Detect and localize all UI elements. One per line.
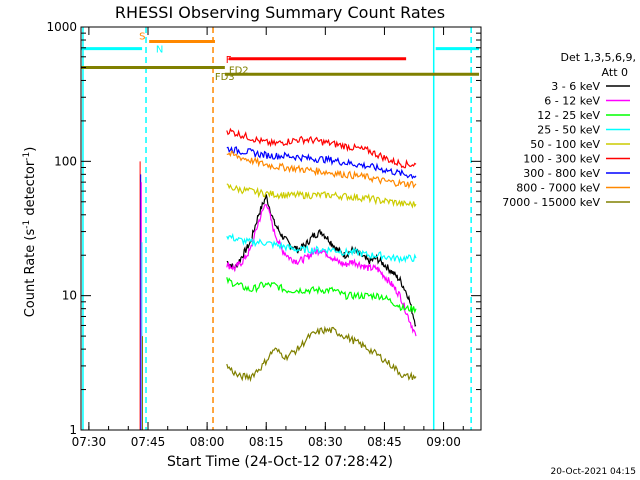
legend-entry-label-1: 6 - 12 keV [544, 95, 600, 108]
axis-ticks: 07:30 07:45 08:00 08:15 08:30 08:45 09:00 1 10 10… [46, 20, 481, 449]
flag-label-n: N [156, 45, 163, 56]
y-tick-label-1: 10 [62, 289, 77, 303]
series-line-2 [226, 277, 417, 314]
y-tick-label-3: 1000 [46, 20, 77, 34]
series-line-0 [226, 194, 417, 327]
x-tick-label-1: 07:45 [131, 435, 166, 449]
x-axis-label: Start Time (24-Oct-12 07:28:42) [167, 454, 393, 470]
legend-entry-label-7: 800 - 7000 keV [516, 182, 600, 195]
flag-label-s: S [139, 31, 145, 42]
generated-timestamp: 20-Oct-2021 04:15 [551, 467, 636, 477]
legend-entry-label-2: 12 - 25 keV [537, 109, 600, 122]
flag-label-fd2: FD2 [229, 65, 249, 76]
chart-title: RHESSI Observing Summary Count Rates [115, 3, 445, 22]
x-tick-label-4: 08:30 [308, 435, 343, 449]
x-tick-label-6: 09:00 [426, 435, 461, 449]
legend-entry-label-0: 3 - 6 keV [551, 80, 600, 93]
series-line-1 [226, 204, 417, 337]
x-tick-label-2: 08:00 [190, 435, 225, 449]
legend-entry-label-6: 300 - 800 keV [523, 167, 600, 180]
y-tick-label-0: 1 [69, 423, 77, 437]
flag-label-f: F [226, 55, 232, 66]
series-line-5 [226, 127, 417, 169]
y-label-part-1: Count Rate (s [23, 229, 38, 318]
series-line-6 [226, 146, 417, 180]
x-tick-label-5: 08:45 [367, 435, 402, 449]
x-tick-label-3: 08:15 [249, 435, 284, 449]
y-label-sup-2: -1 [22, 152, 32, 161]
series-line-8 [226, 325, 417, 383]
legend: Det 1,3,5,6,9, Att 03 - 6 keV 6 - 12 keV12… [502, 51, 636, 209]
y-axis-label: Count Rate (s-1 detector-1) [22, 147, 38, 318]
y-tick-label-2: 100 [54, 154, 77, 168]
y-label-sup-1: -1 [22, 220, 32, 229]
flag-label-fd3: FD3 [215, 72, 235, 83]
legend-title: Det 1,3,5,6,9, [560, 51, 636, 64]
legend-entry-label-4: 50 - 100 keV [530, 138, 600, 151]
legend-entry-label-3: 25 - 50 keV [537, 124, 600, 137]
series-line-7 [226, 150, 417, 190]
svg-text:Count Rate (s-1 detector-1): Count Rate (s-1 detector-1) [22, 147, 38, 318]
y-label-part-2: detector [23, 160, 38, 220]
plot-frame [80, 26, 482, 431]
series-line-4 [226, 183, 417, 209]
y-label-part-3: ) [23, 147, 38, 152]
x-tick-label-0: 07:30 [72, 435, 107, 449]
legend-entry-label-8: 7000 - 15000 keV [502, 196, 600, 209]
legend-entry-label-5: 100 - 300 keV [523, 153, 600, 166]
legend-subtitle: Att 0 [602, 66, 628, 79]
series-line-3 [226, 232, 417, 264]
